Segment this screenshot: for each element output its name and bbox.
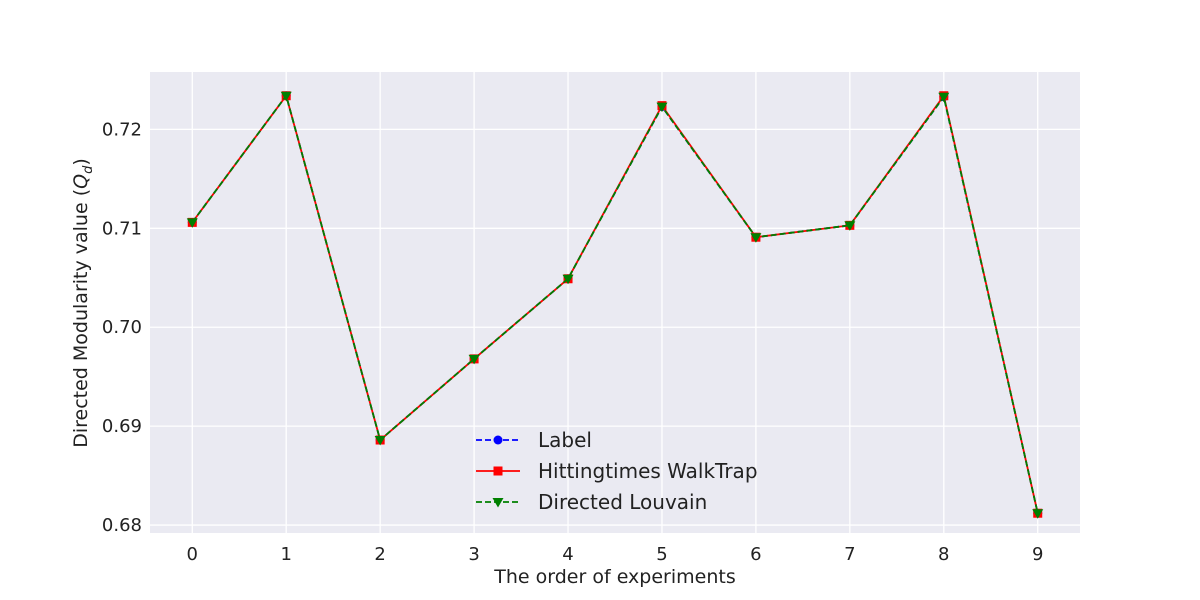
data-point bbox=[750, 233, 762, 243]
x-tick-label: 1 bbox=[280, 544, 291, 565]
legend: Label Hittingtimes WalkTrap Directed Louva… bbox=[476, 428, 758, 514]
x-tick-label: 4 bbox=[562, 544, 573, 565]
y-tick-label: 0.72 bbox=[102, 119, 142, 140]
data-point bbox=[562, 274, 574, 285]
series-layer bbox=[186, 91, 1044, 519]
x-axis-label: The order of experiments bbox=[493, 566, 735, 588]
legend-marker bbox=[493, 466, 503, 476]
data-point bbox=[374, 436, 386, 446]
data-point bbox=[656, 102, 668, 113]
y-tick-label: 0.68 bbox=[102, 515, 142, 536]
data-point bbox=[468, 354, 480, 365]
data-point bbox=[938, 92, 950, 103]
data-point bbox=[1032, 509, 1044, 519]
x-tick-label: 9 bbox=[1032, 544, 1043, 565]
x-tick-label: 7 bbox=[844, 544, 855, 565]
legend-label: Label bbox=[538, 428, 592, 452]
x-tick-label: 2 bbox=[374, 544, 385, 565]
x-tick-label: 5 bbox=[656, 544, 667, 565]
legend-marker bbox=[492, 498, 504, 508]
y-axis-label: Directed Modularity value (Qd) bbox=[70, 158, 96, 448]
y-tick-label: 0.71 bbox=[102, 218, 142, 239]
series-line bbox=[191, 93, 1039, 514]
x-tick-label: 3 bbox=[468, 544, 479, 565]
y-tick-label: 0.70 bbox=[102, 317, 142, 338]
y-tick-label: 0.69 bbox=[102, 416, 142, 437]
data-point bbox=[844, 221, 856, 231]
legend-label: Hittingtimes WalkTrap bbox=[538, 459, 758, 483]
legend-label: Directed Louvain bbox=[538, 490, 707, 514]
x-tick-label: 8 bbox=[938, 544, 949, 565]
data-point bbox=[186, 218, 198, 228]
x-tick-label: 6 bbox=[750, 544, 761, 565]
x-tick-label: 0 bbox=[187, 544, 198, 565]
data-point bbox=[280, 91, 292, 102]
plot-area bbox=[150, 72, 1080, 533]
grid bbox=[150, 72, 1080, 533]
legend-marker bbox=[493, 435, 503, 445]
tick-labels: 0 1 2 3 4 5 6 7 8 9 0.68 0.69 0.70 0.71 0.72 bbox=[102, 119, 1044, 565]
series-2 bbox=[186, 91, 1044, 519]
